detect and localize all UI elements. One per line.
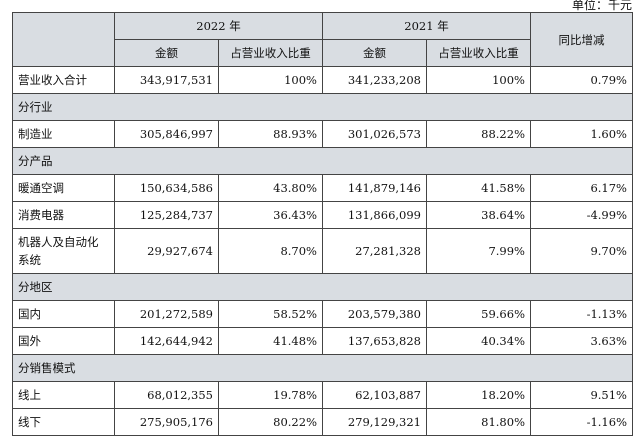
revenue-table-body: 2022 年 2021 年 同比增减 金额 占营业收入比重 金额 占营业收入比重… — [12, 12, 633, 436]
amount-2021: 137,653,828 — [322, 327, 427, 355]
row-label: 国外 — [12, 327, 115, 355]
row-label: 线下 — [12, 408, 115, 436]
share-2022: 19.78% — [218, 381, 323, 409]
yoy-change: -4.99% — [530, 201, 633, 229]
row-label: 暖通空调 — [12, 174, 115, 202]
header-row-years: 2022 年 2021 年 同比增减 — [12, 12, 633, 67]
row-label: 机器人及自动化系统 — [12, 228, 115, 274]
table-row: 国内 201,272,589 58.52% 203,579,380 59.66% -1.1… — [12, 300, 633, 328]
amount-2021: 279,129,321 — [322, 408, 427, 436]
row-label: 线上 — [12, 381, 115, 409]
header-row-metrics: 金额 占营业收入比重 金额 占营业收入比重 — [13, 39, 633, 67]
table-row: 线上 68,012,355 19.78% 62,103,887 18.20% 9.51% — [12, 381, 633, 409]
share-2022: 58.52% — [218, 300, 323, 328]
amount-2022: 125,284,737 — [114, 201, 219, 229]
header-share-2022: 占营业收入比重 — [218, 39, 323, 67]
section-title: 分产品 — [12, 147, 633, 175]
row-label: 国内 — [12, 300, 115, 328]
table-row: 暖通空调 150,634,586 43.80% 141,879,146 41.58% 6.… — [12, 174, 633, 202]
share-2021: 41.58% — [426, 174, 531, 202]
share-2022: 43.80% — [218, 174, 323, 202]
amount-2021: 27,281,328 — [322, 228, 427, 274]
share-2021: 18.20% — [426, 381, 531, 409]
yoy-change: 9.51% — [530, 381, 633, 409]
header-yoy: 同比增减 — [530, 12, 633, 67]
amount-2022: 142,644,942 — [114, 327, 219, 355]
header-year-2021: 2021 年 — [322, 12, 531, 40]
header-year-2022: 2022 年 — [114, 12, 323, 40]
table-row: 线下 275,905,176 80.22% 279,129,321 81.80% -1.1… — [12, 408, 633, 436]
amount-2022: 150,634,586 — [114, 174, 219, 202]
share-2022: 8.70% — [218, 228, 323, 274]
header-blank-cell — [12, 12, 115, 67]
section-title: 分地区 — [12, 273, 633, 301]
table-row: 国外 142,644,942 41.48% 137,653,828 40.34% 3.63… — [12, 327, 633, 355]
share-2022: 80.22% — [218, 408, 323, 436]
amount-2022: 343,917,531 — [114, 66, 219, 94]
yoy-change: -1.13% — [530, 300, 633, 328]
share-2021: 38.64% — [426, 201, 531, 229]
table-row: 机器人及自动化系统 29,927,674 8.70% 27,281,328 7.99% 9… — [12, 228, 633, 274]
row-label: 消费电器 — [12, 201, 115, 229]
amount-2021: 301,026,573 — [322, 120, 427, 148]
section-title: 分行业 — [12, 93, 633, 121]
yoy-change: 1.60% — [530, 120, 633, 148]
revenue-table: 2022 年 2021 年 同比增减 金额 占营业收入比重 金额 占营业收入比重… — [12, 12, 633, 436]
amount-2021: 62,103,887 — [322, 381, 427, 409]
yoy-change: 0.79% — [530, 66, 633, 94]
amount-2021: 203,579,380 — [322, 300, 427, 328]
table-row: 消费电器 125,284,737 36.43% 131,866,099 38.64% -4… — [12, 201, 633, 229]
share-2022: 100% — [218, 66, 323, 94]
row-label: 制造业 — [12, 120, 115, 148]
yoy-change: 6.17% — [530, 174, 633, 202]
total-row: 营业收入合计 343,917,531 100% 341,233,208 100%… — [12, 66, 633, 94]
share-2022: 36.43% — [218, 201, 323, 229]
share-2021: 59.66% — [426, 300, 531, 328]
amount-2022: 29,927,674 — [114, 228, 219, 274]
section-row: 分产品 — [12, 147, 633, 175]
header-amount-2021: 金额 — [322, 39, 427, 67]
header-amount-2022: 金额 — [114, 39, 219, 67]
yoy-change: -1.16% — [530, 408, 633, 436]
share-2021: 7.99% — [426, 228, 531, 274]
header-share-2021: 占营业收入比重 — [426, 39, 531, 67]
amount-2022: 68,012,355 — [114, 381, 219, 409]
amount-2021: 141,879,146 — [322, 174, 427, 202]
section-row: 分销售模式 — [12, 354, 633, 382]
amount-2021: 131,866,099 — [322, 201, 427, 229]
share-2021: 81.80% — [426, 408, 531, 436]
share-2022: 88.93% — [218, 120, 323, 148]
yoy-change: 9.70% — [530, 228, 633, 274]
share-2021: 100% — [426, 66, 531, 94]
amount-2022: 305,846,997 — [114, 120, 219, 148]
share-2022: 41.48% — [218, 327, 323, 355]
table-row: 制造业 305,846,997 88.93% 301,026,573 88.22% 1.6… — [12, 120, 633, 148]
amount-2022: 275,905,176 — [114, 408, 219, 436]
yoy-change: 3.63% — [530, 327, 633, 355]
section-title: 分销售模式 — [12, 354, 633, 382]
share-2021: 88.22% — [426, 120, 531, 148]
section-row: 分地区 — [12, 273, 633, 301]
unit-label: 单位：千元 — [571, 0, 632, 12]
amount-2022: 201,272,589 — [114, 300, 219, 328]
share-2021: 40.34% — [426, 327, 531, 355]
section-row: 分行业 — [12, 93, 633, 121]
row-label: 营业收入合计 — [12, 66, 115, 94]
amount-2021: 341,233,208 — [322, 66, 427, 94]
